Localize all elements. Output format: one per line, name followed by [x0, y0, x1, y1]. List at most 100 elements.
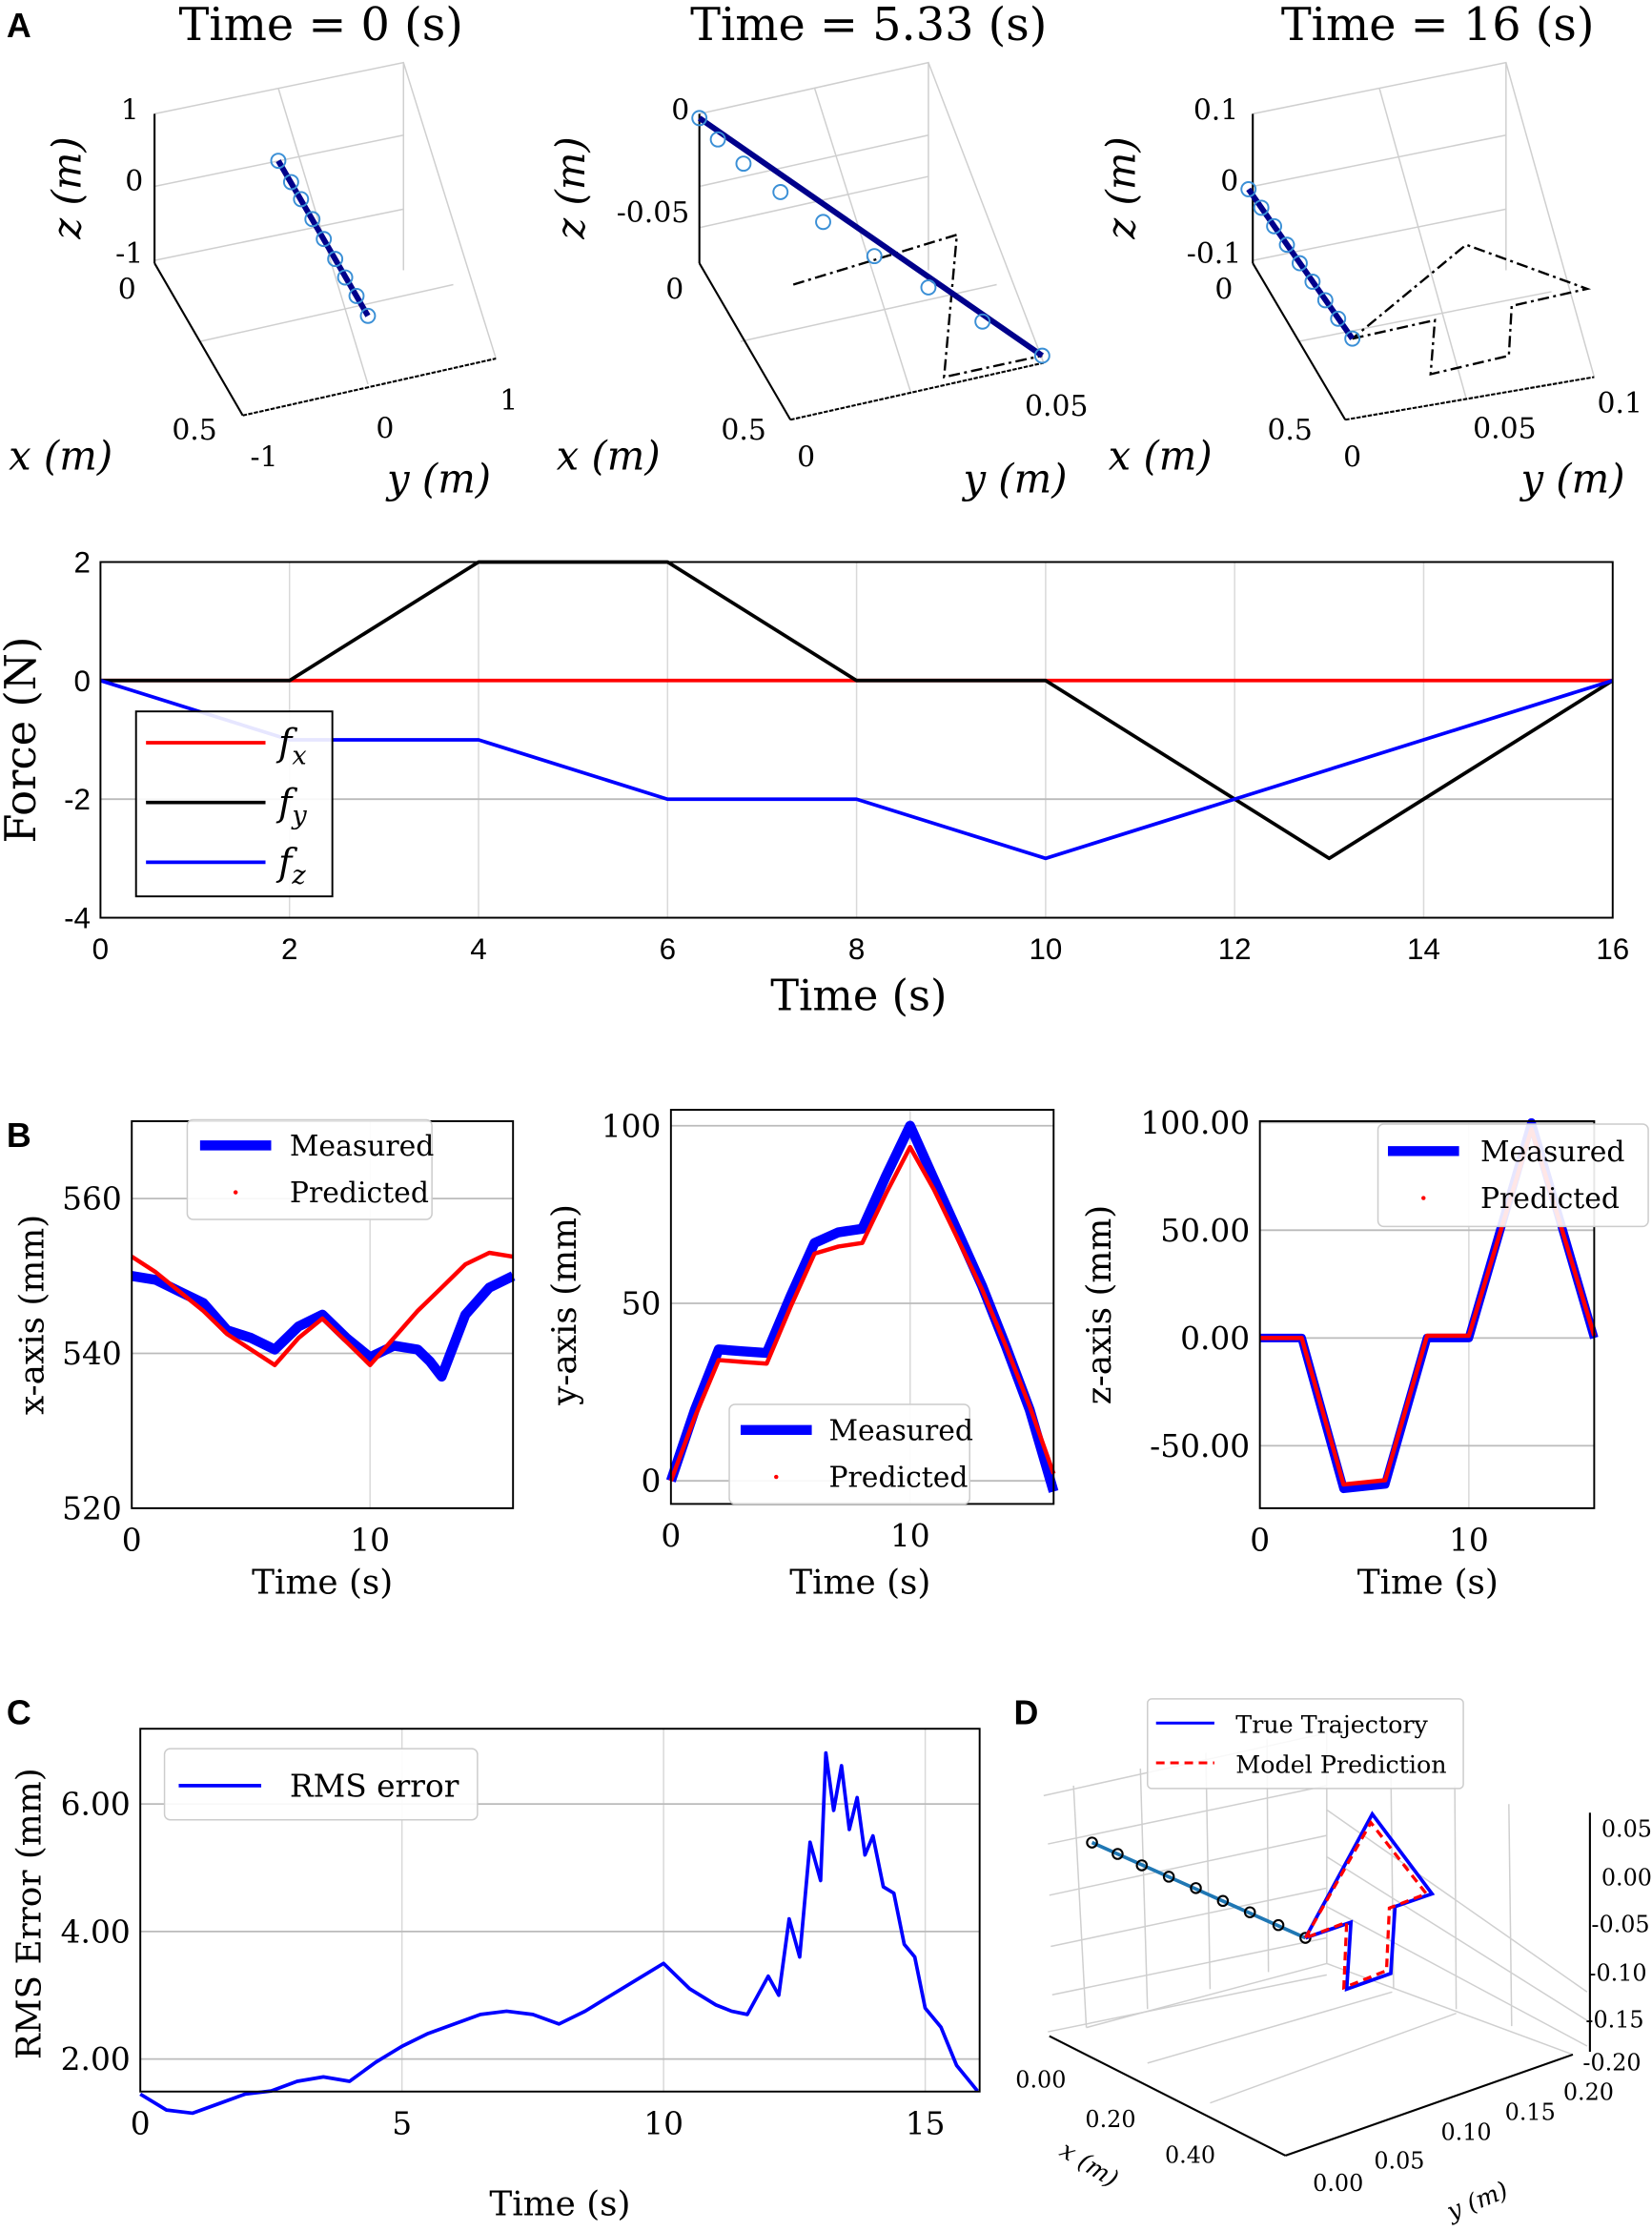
series-line-f-y	[100, 560, 1614, 861]
model-prediction-line	[1303, 1819, 1429, 1991]
node-markers	[270, 153, 377, 324]
z-ticks: 0.05 0.00 -0.05 -0.10 -0.15 -0.20	[1582, 1816, 1652, 2077]
axes-frame	[99, 561, 1614, 919]
legend-label: Measured	[290, 1130, 435, 1163]
y-tick-label: 0.00	[1180, 1320, 1250, 1357]
panel-label-a: A	[7, 7, 31, 45]
z-tick: 0.05	[1601, 1816, 1652, 1843]
x-tick-label: 5	[392, 2106, 412, 2142]
y-tick: 0.05	[1374, 2147, 1424, 2174]
y-tick-label: 100	[602, 1108, 662, 1144]
legend-label: Predicted	[828, 1462, 968, 1495]
y-tick: 0	[797, 440, 815, 474]
force-chart: 0 2 4 6 8 10 12 14 16 -4 -2 0 2 Time (s) Force (N) fxfy…	[0, 545, 1629, 1020]
series-line-measured	[131, 1271, 516, 1382]
z-tick: 0.1	[1193, 93, 1238, 127]
node-markers	[1086, 1836, 1312, 1944]
x-tick: 0.5	[172, 414, 216, 447]
x-axis-label: x (m)	[1055, 2135, 1124, 2193]
x-axis-label: x (m)	[1109, 432, 1213, 479]
series-line-predicted	[668, 1144, 1056, 1483]
y-ticks: 0.00 0.05 0.10 0.15 0.20	[1313, 2079, 1614, 2198]
y-tick-label: -50.00	[1150, 1428, 1250, 1464]
y-tick-label: 2	[74, 545, 91, 579]
y-tick: -1	[250, 440, 277, 474]
legend-box	[163, 1748, 479, 1821]
rms-error-chart: 0 5 10 15 2.00 4.00 6.00 Time (s) RMS Error (mm)…	[10, 1728, 981, 2224]
legend: Measured Predicted	[1377, 1123, 1649, 1228]
x-tick-label: 10	[1029, 932, 1062, 966]
y-tick: 0.10	[1440, 2118, 1491, 2145]
x-tick-label: 16	[1596, 932, 1629, 966]
legend: True Trajectory Model Prediction	[1147, 1698, 1464, 1790]
x-tick: 0	[665, 273, 683, 306]
y-tick-label: 100.00	[1140, 1105, 1250, 1141]
x-tick-label: 6	[660, 932, 676, 966]
x-tick-label: 10	[643, 2106, 683, 2142]
x-axis-label: Time (s)	[489, 2185, 630, 2224]
x-axis-label: Time (s)	[252, 1563, 393, 1602]
y-axis-label: y (m)	[961, 455, 1067, 501]
z-tick: -0.05	[617, 196, 690, 230]
x-tick: 0.5	[1267, 414, 1312, 447]
y-tick-label: 6.00	[61, 1787, 131, 1823]
legend-label: Predicted	[1480, 1182, 1620, 1216]
z-tick: -0.05	[1591, 1912, 1649, 1938]
robot-trajectory	[1246, 187, 1356, 340]
y-axis-label: y-axis (mm)	[545, 1204, 584, 1406]
z-axis-label: z (m)	[44, 136, 91, 239]
y-tick: 1	[500, 384, 518, 418]
snapshot-plot-t16: Time = 16 (s) 0.1 0 -0.1 0 0.5 0 0.05 0.…	[1097, 0, 1642, 501]
series-line-predicted	[131, 1250, 514, 1367]
y-tick-label: 520	[62, 1490, 122, 1526]
axes-frame	[139, 1728, 981, 2093]
y-axis-label: Force (N)	[0, 637, 46, 844]
z-tick: 0	[671, 93, 689, 127]
x-tick: 0.20	[1085, 2106, 1135, 2133]
x-tick-label: 0	[661, 1518, 681, 1554]
y-tick-label: 50	[622, 1285, 662, 1321]
legend-label: RMS error	[290, 1768, 459, 1804]
x-tick-label: 8	[848, 932, 865, 966]
x-tick-label: 2	[281, 932, 297, 966]
legend-label: True Trajectory	[1235, 1710, 1428, 1739]
x-tick-label: 0	[92, 932, 109, 966]
legend-label: Model Prediction	[1235, 1750, 1446, 1778]
legend-label: Measured	[828, 1414, 973, 1447]
x-axis-label: x (m)	[557, 432, 661, 479]
legend-swatch	[1421, 1196, 1426, 1200]
x-axis-chart: 0 10 520 540 560 Time (s) x-axis (mm) Measured P…	[13, 1118, 516, 1602]
y-axis-label: RMS Error (mm)	[10, 1768, 50, 2059]
y-axis-label: y (m)	[1441, 2175, 1512, 2225]
y-tick: 0	[376, 413, 394, 446]
x-tick-label: 14	[1407, 932, 1440, 966]
y-tick: 0.1	[1598, 387, 1642, 420]
y-tick-label: 0	[74, 665, 91, 698]
x-tick-label: 10	[890, 1518, 930, 1554]
axes-box	[698, 61, 1045, 421]
x-ticks: 0.00 0.20 0.40	[1015, 2066, 1215, 2168]
z-tick: -1	[115, 237, 143, 271]
x-tick: 0	[118, 273, 136, 306]
panel-label-c: C	[7, 1694, 31, 1732]
legend: Measured Predicted	[186, 1118, 435, 1220]
y-tick: 0	[1343, 440, 1361, 474]
node-markers	[1240, 181, 1361, 347]
legend: RMS error	[163, 1748, 479, 1821]
robot-trajectory	[697, 115, 1045, 358]
legend-label: Predicted	[290, 1177, 429, 1210]
x-tick: 0.00	[1015, 2066, 1066, 2093]
x-axis-label: x (m)	[9, 432, 112, 479]
snapshot-title: Time = 0 (s)	[179, 0, 463, 51]
y-axis-label: y (m)	[1519, 455, 1624, 501]
legend-label: fy	[275, 782, 307, 830]
y-tick-label: 560	[62, 1181, 122, 1218]
y-tick: 0.00	[1313, 2170, 1363, 2197]
z-axis-label: z (m)	[547, 136, 594, 239]
x-tick: 0	[1214, 273, 1233, 306]
x-tick: 0.5	[721, 414, 765, 447]
x-tick-label: 4	[470, 932, 486, 966]
